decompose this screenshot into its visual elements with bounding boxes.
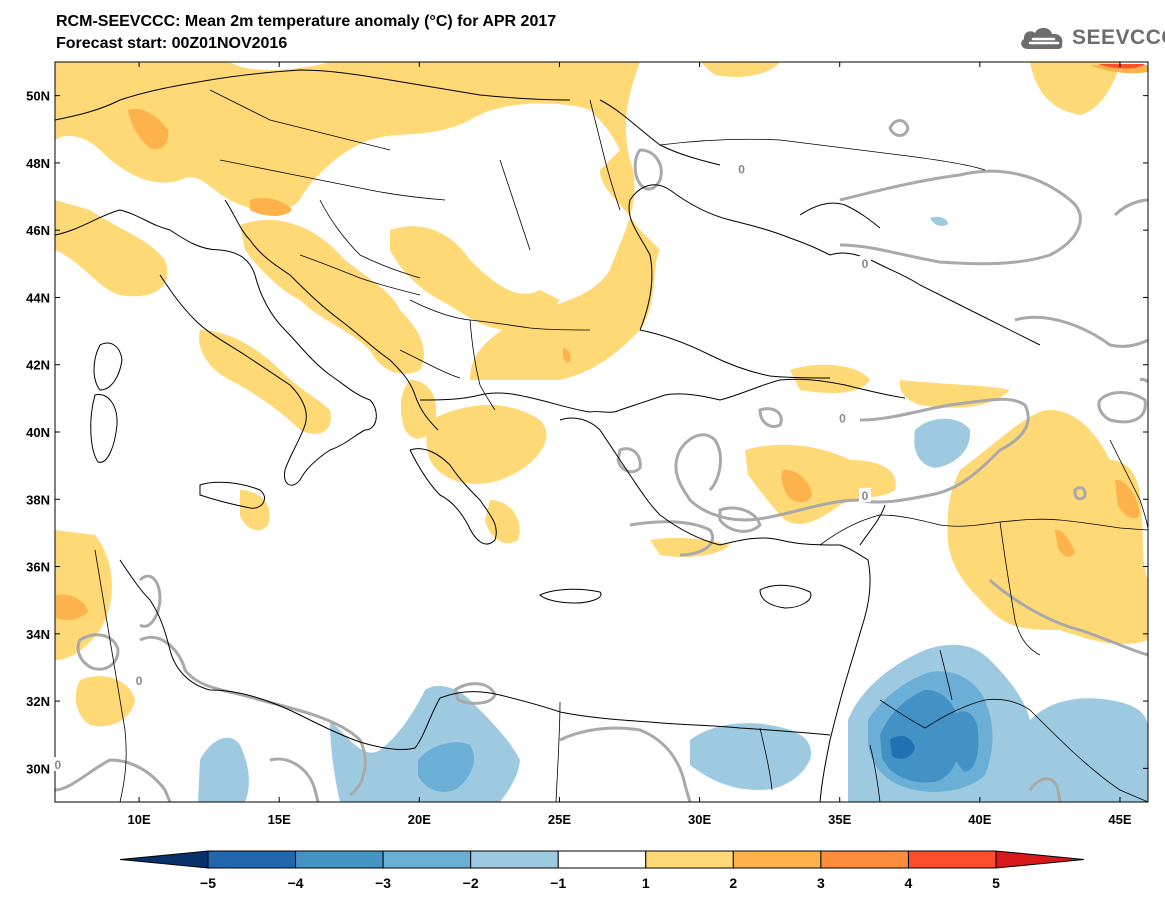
warm-anomaly-2-3 [56,65,1148,620]
lat-tick-label: 50N [26,89,50,104]
contour-label-bg [858,255,871,270]
colorbar: −5 −4 −3 −2 −1 1 2 3 4 5 [119,850,1085,891]
colorbar-segment [645,850,734,869]
cool-anomaly-4-5 [890,736,915,759]
contour-label: 0 [862,257,869,271]
lat-tick-label: 34N [26,627,50,642]
contour-labels: 0 0 0 0 0 0 [51,161,871,772]
colorbar-segment [382,850,472,869]
colorbar-min-triangle [119,850,209,869]
colorbar-segment [820,850,909,869]
colorbar-segment [295,850,384,869]
cloud-icon [1021,27,1063,49]
colorbar-max-triangle [995,850,1085,869]
lon-tick-label: 45E [1108,812,1131,827]
colorbar-segment [907,850,997,869]
lat-tick-label: 48N [26,156,50,171]
lat-tick-label: 44N [26,290,50,305]
lat-tick-label: 32N [26,694,50,709]
lon-tick-label: 15E [268,812,291,827]
colorbar-segment [732,850,822,869]
colorbar-label: 1 [642,875,650,891]
colorbar-segment [557,850,647,869]
lon-tick-label: 30E [688,812,711,827]
map-title: RCM-SEEVCCC: Mean 2m temperature anomaly… [56,13,557,30]
country-borders [94,89,1148,802]
contour-label-bg [133,672,146,687]
colorbar-label: 2 [729,875,737,891]
contour-label: 0 [839,412,846,426]
lon-tick-label: 35E [828,812,851,827]
contour-label-bg [735,161,748,176]
contour-label-bg [858,487,871,502]
zero-contours [55,119,1148,802]
title-block: RCM-SEEVCCC: Mean 2m temperature anomaly… [56,11,556,55]
colorbar-label: 5 [992,875,1000,891]
lat-tick-label: 30N [26,761,50,776]
colorbar-segment [470,850,559,869]
lon-tick-label: 40E [968,812,991,827]
warm-anomaly-1-2 [55,62,1148,727]
colorbar-label: −3 [375,875,391,891]
logo-text: SEEVCCC [1072,26,1165,49]
lat-tick-label: 38N [26,492,50,507]
coastlines [55,69,1041,802]
map-area [55,62,1148,802]
lat-tick-label: 40N [26,425,50,440]
contour-label: 0 [136,674,143,688]
lat-tick-label: 36N [26,560,50,575]
seevccc-logo: SEEVCCC [1018,22,1165,54]
forecast-start: Forecast start: 00Z01NOV2016 [56,35,288,52]
lon-tick-label: 25E [548,812,571,827]
colorbar-label: −2 [463,875,479,891]
lat-tick-label: 42N [26,358,50,373]
contour-label: 0 [738,163,745,177]
colorbar-label: 3 [817,875,825,891]
colorbar-label: 4 [905,875,913,891]
lon-tick-label: 20E [408,812,431,827]
axis-ticks: 50N 48N 46N 44N 42N 40N 38N 36N 34N 32N 30N 10E 15E 2… [26,62,1148,827]
colorbar-label: −1 [550,875,566,891]
colorbar-label: −4 [288,875,304,891]
colorbar-segment [207,850,297,869]
contour-label: 0 [54,758,61,772]
warm-anomaly-3-plus [1098,64,1145,69]
contour-label-bg [836,410,849,425]
lat-tick-label: 46N [26,223,50,238]
contour-label: 0 [862,489,869,503]
lon-tick-label: 10E [128,812,151,827]
contour-label-bg [51,757,64,771]
colorbar-label: −5 [200,875,216,891]
